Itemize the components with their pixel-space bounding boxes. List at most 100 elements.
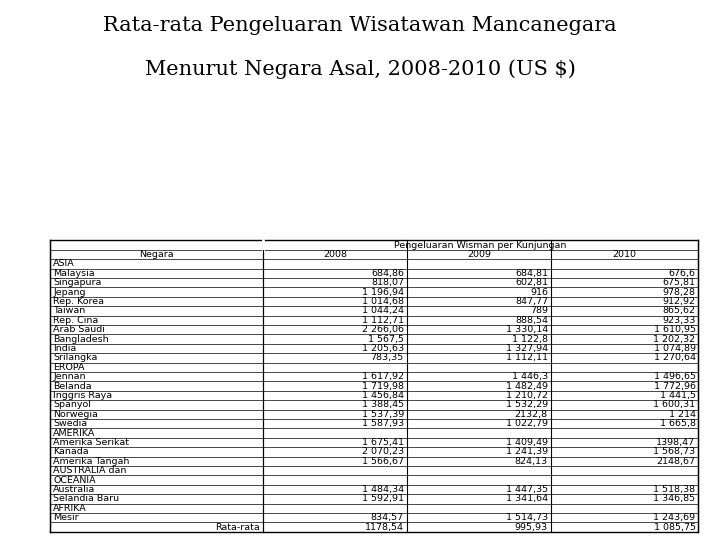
Text: Menurut Negara Asal, 2008-2010 (US $): Menurut Negara Asal, 2008-2010 (US $)	[145, 59, 575, 79]
Text: 1 665,8: 1 665,8	[660, 419, 696, 428]
Text: 1 446,3: 1 446,3	[512, 372, 548, 381]
Text: 676,6: 676,6	[668, 269, 696, 278]
Text: 1 568,73: 1 568,73	[653, 448, 696, 456]
Text: Rata-rata Pengeluaran Wisatawan Mancanegara: Rata-rata Pengeluaran Wisatawan Mancaneg…	[103, 16, 617, 35]
Text: 1 537,39: 1 537,39	[361, 410, 404, 419]
Text: 1 210,72: 1 210,72	[506, 391, 548, 400]
Text: 923,33: 923,33	[662, 316, 696, 325]
Text: Inggris Raya: Inggris Raya	[53, 391, 112, 400]
Text: 1 456,84: 1 456,84	[362, 391, 404, 400]
Text: 1 241,39: 1 241,39	[505, 448, 548, 456]
Text: 1 214: 1 214	[668, 410, 696, 419]
Text: 1 496,65: 1 496,65	[654, 372, 696, 381]
Text: Amerika Serikat: Amerika Serikat	[53, 438, 130, 447]
Text: OCEANIA: OCEANIA	[53, 476, 96, 485]
Text: 912,92: 912,92	[662, 297, 696, 306]
Text: Spanyol: Spanyol	[53, 401, 91, 409]
Text: AUSTRALIA dan: AUSTRALIA dan	[53, 466, 127, 475]
Text: 1 205,63: 1 205,63	[361, 344, 404, 353]
Text: 1 567,5: 1 567,5	[368, 335, 404, 343]
Text: 1 482,49: 1 482,49	[506, 382, 548, 390]
Text: 1 532,29: 1 532,29	[505, 401, 548, 409]
Text: 818,07: 818,07	[371, 278, 404, 287]
Text: 978,28: 978,28	[662, 287, 696, 296]
Text: 1 484,34: 1 484,34	[361, 485, 404, 494]
Text: 1 270,64: 1 270,64	[654, 353, 696, 362]
Text: 1398,47: 1398,47	[657, 438, 696, 447]
Text: 1 196,94: 1 196,94	[362, 287, 404, 296]
Text: 1 610,95: 1 610,95	[654, 325, 696, 334]
Text: Jepang: Jepang	[53, 287, 86, 296]
Text: 1 202,32: 1 202,32	[653, 335, 696, 343]
Text: Swedia: Swedia	[53, 419, 87, 428]
Text: 1 014,68: 1 014,68	[362, 297, 404, 306]
Text: India: India	[53, 344, 76, 353]
Text: 1 327,94: 1 327,94	[505, 344, 548, 353]
Text: 1 243,69: 1 243,69	[653, 514, 696, 522]
Text: 1 409,49: 1 409,49	[506, 438, 548, 447]
Text: 1 341,64: 1 341,64	[505, 495, 548, 503]
Text: 1 112,11: 1 112,11	[506, 353, 548, 362]
Text: Rata-rata: Rata-rata	[215, 523, 260, 532]
Text: 2148,67: 2148,67	[657, 457, 696, 466]
Text: 684,81: 684,81	[515, 269, 548, 278]
Text: 1 330,14: 1 330,14	[505, 325, 548, 334]
Text: Belanda: Belanda	[53, 382, 92, 390]
Text: 995,93: 995,93	[515, 523, 548, 532]
Text: 1 085,75: 1 085,75	[654, 523, 696, 532]
Text: 2 266,06: 2 266,06	[362, 325, 404, 334]
Text: 1 346,85: 1 346,85	[653, 495, 696, 503]
Text: 1 447,35: 1 447,35	[505, 485, 548, 494]
Text: 2 070,23: 2 070,23	[361, 448, 404, 456]
Text: 675,81: 675,81	[662, 278, 696, 287]
Text: Norwegia: Norwegia	[53, 410, 98, 419]
Text: 824,13: 824,13	[515, 457, 548, 466]
Text: Australia: Australia	[53, 485, 96, 494]
Text: 2009: 2009	[467, 250, 491, 259]
Text: Mesir: Mesir	[53, 514, 79, 522]
Text: 1 441,5: 1 441,5	[660, 391, 696, 400]
Text: Pengeluaran Wisman per Kunjungan: Pengeluaran Wisman per Kunjungan	[395, 240, 567, 249]
Text: 1 600,31: 1 600,31	[653, 401, 696, 409]
Text: 602,81: 602,81	[515, 278, 548, 287]
Text: AMERIKA: AMERIKA	[53, 429, 96, 437]
Text: 1 617,92: 1 617,92	[362, 372, 404, 381]
Text: 916: 916	[530, 287, 548, 296]
Text: Negara: Negara	[139, 250, 174, 259]
Text: 2010: 2010	[613, 250, 636, 259]
Text: Malaysia: Malaysia	[53, 269, 95, 278]
Text: Rep. Cina: Rep. Cina	[53, 316, 99, 325]
Text: 1 719,98: 1 719,98	[362, 382, 404, 390]
Text: 865,62: 865,62	[662, 306, 696, 315]
Text: ASIA: ASIA	[53, 259, 75, 268]
Text: Rep. Korea: Rep. Korea	[53, 297, 104, 306]
Text: 847,77: 847,77	[515, 297, 548, 306]
Text: Selandia Baru: Selandia Baru	[53, 495, 120, 503]
Text: 1 074,89: 1 074,89	[654, 344, 696, 353]
Text: Arab Saudi: Arab Saudi	[53, 325, 105, 334]
Text: Bangladesh: Bangladesh	[53, 335, 109, 343]
Text: 1 122,8: 1 122,8	[512, 335, 548, 343]
Text: Srilangka: Srilangka	[53, 353, 98, 362]
Text: 1 518,38: 1 518,38	[653, 485, 696, 494]
Text: 1 675,41: 1 675,41	[362, 438, 404, 447]
Text: 1 587,93: 1 587,93	[361, 419, 404, 428]
Text: 783,35: 783,35	[371, 353, 404, 362]
Text: 1 388,45: 1 388,45	[361, 401, 404, 409]
Text: 2132,8: 2132,8	[515, 410, 548, 419]
Text: 1 022,79: 1 022,79	[506, 419, 548, 428]
Text: Taiwan: Taiwan	[53, 306, 86, 315]
Text: 1 044,24: 1 044,24	[362, 306, 404, 315]
Text: AFRIKA: AFRIKA	[53, 504, 87, 513]
Text: 2008: 2008	[323, 250, 347, 259]
Text: 1 772,96: 1 772,96	[654, 382, 696, 390]
Text: 1178,54: 1178,54	[365, 523, 404, 532]
Text: 834,57: 834,57	[371, 514, 404, 522]
Text: 888,54: 888,54	[515, 316, 548, 325]
Text: 1 514,73: 1 514,73	[505, 514, 548, 522]
Text: 789: 789	[530, 306, 548, 315]
Text: 1 566,67: 1 566,67	[362, 457, 404, 466]
Text: EROPA: EROPA	[53, 363, 85, 372]
Text: Singapura: Singapura	[53, 278, 102, 287]
Text: Jennan: Jennan	[53, 372, 86, 381]
